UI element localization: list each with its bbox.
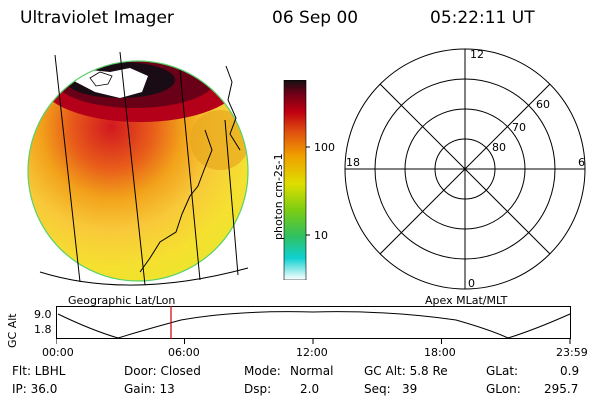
- mlat-label-60: 60: [536, 98, 550, 111]
- colorbar-gradient: [283, 80, 307, 280]
- info-dsp-value: 2.0: [300, 382, 320, 396]
- polar-cap-saturation: [72, 68, 148, 98]
- altitude-ytick-9: 9.0: [34, 308, 52, 321]
- altitude-xtick-label-1800: 18:00: [424, 346, 456, 359]
- mlt-label-12: 12: [470, 48, 484, 61]
- info-glon-label: GLon:: [486, 382, 521, 396]
- instrument-title: Ultraviolet Imager: [20, 8, 174, 28]
- info-mode-label: Mode:: [244, 364, 281, 378]
- colorbar: [283, 80, 310, 280]
- earth-disk: [28, 61, 248, 281]
- greenland-outline: [89, 71, 113, 87]
- info-gcalt: GC Alt: 5.8 Re: [364, 364, 448, 378]
- altitude-xtick-label-2359: 23:59: [556, 346, 588, 359]
- mlat-label-80: 80: [492, 141, 506, 154]
- coastline: [139, 129, 213, 273]
- info-dsp-label: Dsp:: [244, 382, 272, 396]
- altitude-xtick-label-0600: 06:00: [168, 346, 200, 359]
- altitude-xtick-label-1200: 12:00: [296, 346, 328, 359]
- mlt-line-diag-2: [379, 83, 551, 255]
- image-date: 06 Sep 00: [272, 8, 359, 28]
- longitude-line-4: [224, 119, 239, 276]
- info-glon-value: 295.7: [544, 382, 579, 396]
- colorbar-unit-label: photon cm-2s-1: [272, 153, 285, 240]
- mlt-label-6: 6: [578, 156, 585, 169]
- mlt-label-18: 18: [346, 156, 360, 169]
- info-ip: IP: 36.0: [12, 382, 58, 396]
- longitude-line-3: [179, 69, 201, 281]
- image-caption: Geographic Lat/Lon: [68, 294, 176, 307]
- colorbar-tick-label-10: 10: [314, 229, 328, 242]
- info-flt: Flt: LBHL: [12, 364, 66, 378]
- info-seq-value: 39: [402, 382, 418, 396]
- altitude-xtick-label-0000: 00:00: [42, 346, 74, 359]
- earth-limb: [27, 60, 249, 282]
- info-gain: Gain: 13: [124, 382, 175, 396]
- altitude-plot: [56, 306, 571, 344]
- info-seq-label: Seq:: [364, 382, 391, 396]
- info-door: Door: Closed: [124, 364, 201, 378]
- latitude-line: [39, 267, 249, 286]
- info-glat-label: GLat:: [486, 364, 519, 378]
- polar-caption: Apex MLat/MLT: [425, 294, 508, 307]
- altitude-ylabel: GC Alt: [6, 313, 19, 348]
- coast-bright-patch: [190, 110, 248, 170]
- altitude-ytick-1.8: 1.8: [34, 323, 52, 336]
- image-time: 05:22:11 UT: [430, 8, 535, 28]
- info-mode-value: Normal: [290, 364, 334, 378]
- mlt-label-0: 0: [468, 277, 475, 290]
- altitude-curve: [57, 311, 571, 339]
- mlat-label-70: 70: [512, 121, 526, 134]
- colorbar-tick-label-100: 100: [314, 141, 335, 154]
- info-glat-value: 0.9: [560, 364, 580, 378]
- longitude-line-2: [119, 51, 146, 286]
- coastline-north: [225, 65, 241, 151]
- polar-mlt-plot: [344, 48, 586, 290]
- longitude-line-1: [54, 54, 81, 283]
